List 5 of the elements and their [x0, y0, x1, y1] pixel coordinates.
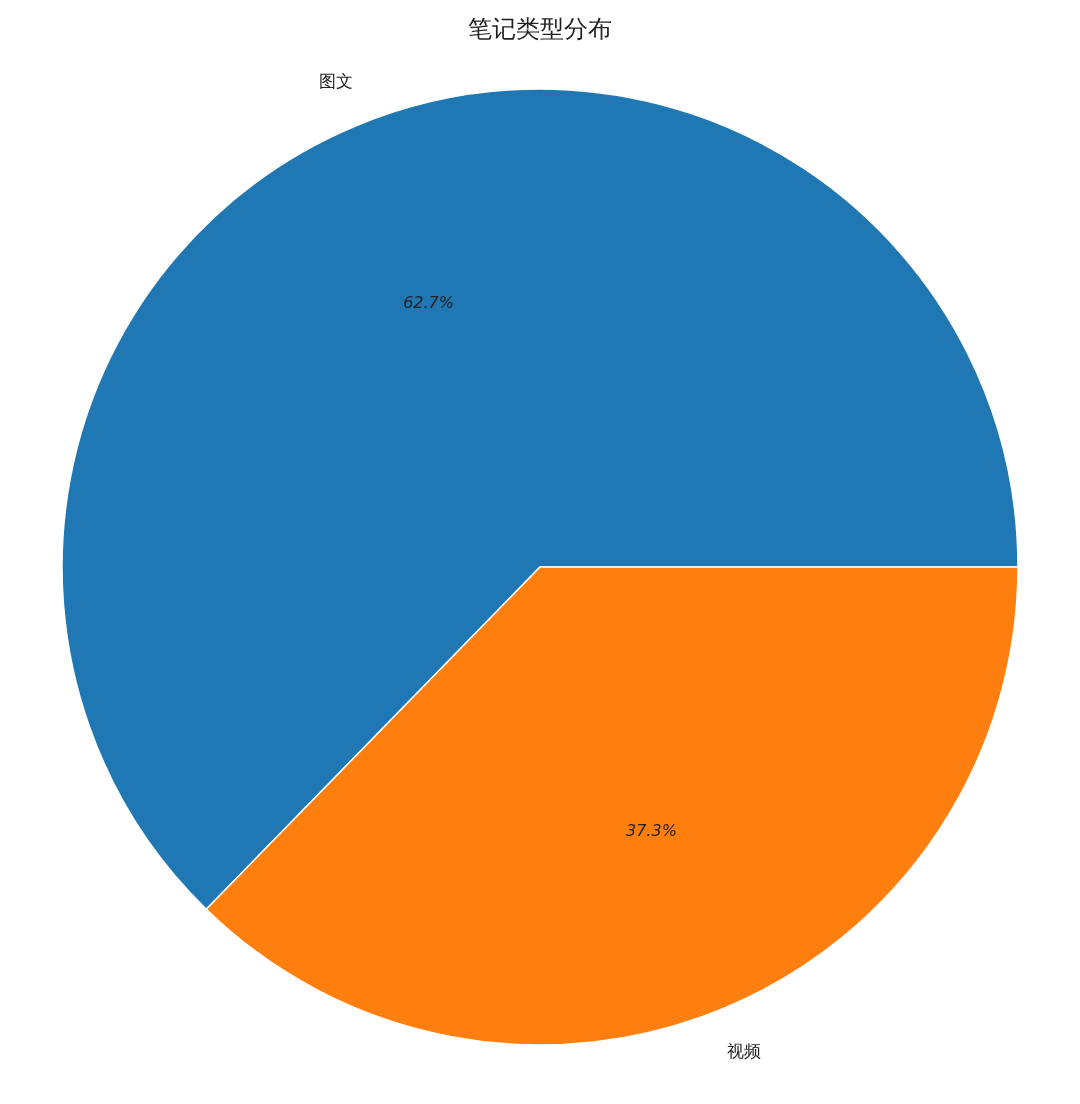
chart-title: 笔记类型分布: [468, 15, 612, 43]
data-label: 37.3%: [626, 821, 677, 841]
slice-label: 图文: [318, 71, 353, 92]
slice-label: 视频: [727, 1040, 762, 1061]
data-label: 62.7%: [403, 292, 454, 312]
